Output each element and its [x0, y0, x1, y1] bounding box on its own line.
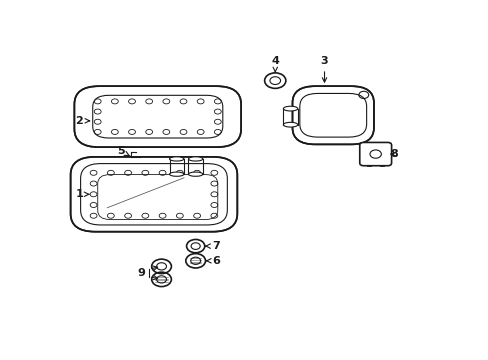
FancyBboxPatch shape — [359, 143, 391, 166]
FancyBboxPatch shape — [70, 157, 237, 232]
Text: 6: 6 — [206, 256, 219, 266]
Ellipse shape — [169, 157, 183, 161]
Text: 7: 7 — [205, 241, 219, 251]
Text: 1: 1 — [75, 189, 89, 199]
Text: 2: 2 — [75, 116, 89, 126]
Text: 5: 5 — [117, 146, 130, 156]
Text: 8: 8 — [389, 149, 397, 159]
Text: 3: 3 — [320, 56, 327, 82]
Ellipse shape — [188, 172, 203, 176]
Ellipse shape — [283, 106, 297, 111]
Ellipse shape — [283, 122, 297, 127]
Ellipse shape — [188, 157, 203, 161]
Text: 4: 4 — [271, 56, 279, 72]
Text: 9: 9 — [137, 268, 145, 278]
Ellipse shape — [169, 172, 183, 176]
FancyBboxPatch shape — [292, 86, 373, 144]
FancyBboxPatch shape — [74, 86, 241, 147]
